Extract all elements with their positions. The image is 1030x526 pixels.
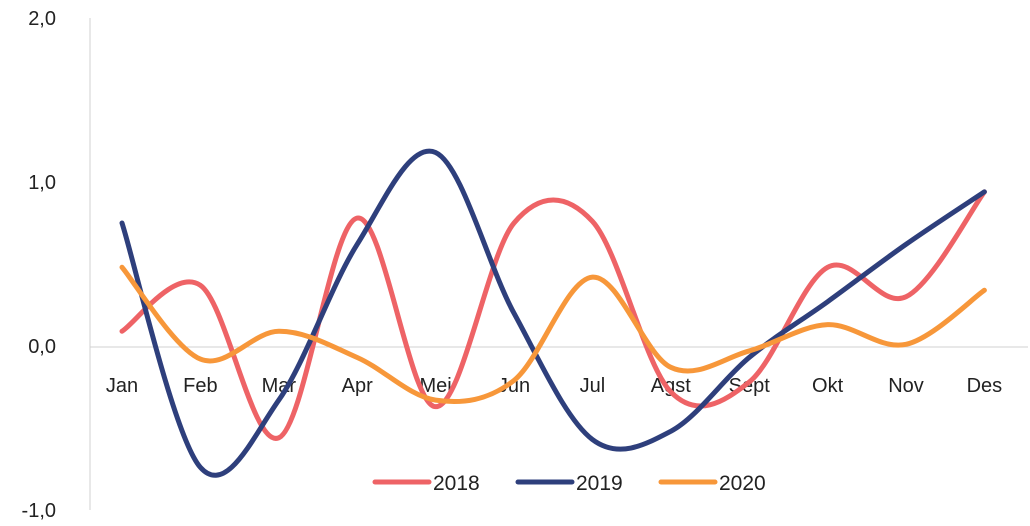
series-line-2018: [119, 189, 987, 441]
legend-label-2018: 2018: [433, 472, 480, 495]
x-tick-label: Feb: [183, 375, 217, 397]
y-tick-label: -1,0: [22, 500, 56, 522]
series-lines: [119, 148, 987, 478]
x-tick-label: Jun: [498, 375, 530, 397]
y-tick-label: 2,0: [28, 8, 56, 30]
legend-label-2019: 2019: [576, 472, 623, 495]
x-tick-label: Jan: [106, 375, 138, 397]
series-line-2020: [119, 264, 987, 405]
x-tick-label: Nov: [888, 375, 924, 397]
y-tick-labels: 2,0 1,0 0,0 -1,0: [22, 8, 56, 522]
series-line-2019: [119, 148, 987, 478]
y-tick-label: 0,0: [28, 336, 56, 358]
x-tick-label: Mei: [419, 375, 451, 397]
legend: 2018 2019 2020: [372, 472, 766, 495]
x-tick-label: Des: [967, 375, 1003, 397]
x-tick-label: Apr: [342, 375, 373, 397]
legend-label-2020: 2020: [719, 472, 766, 495]
x-tick-label: Mar: [262, 375, 297, 397]
x-tick-label: Okt: [812, 375, 844, 397]
x-tick-label: Jul: [580, 375, 606, 397]
y-tick-label: 1,0: [28, 172, 56, 194]
